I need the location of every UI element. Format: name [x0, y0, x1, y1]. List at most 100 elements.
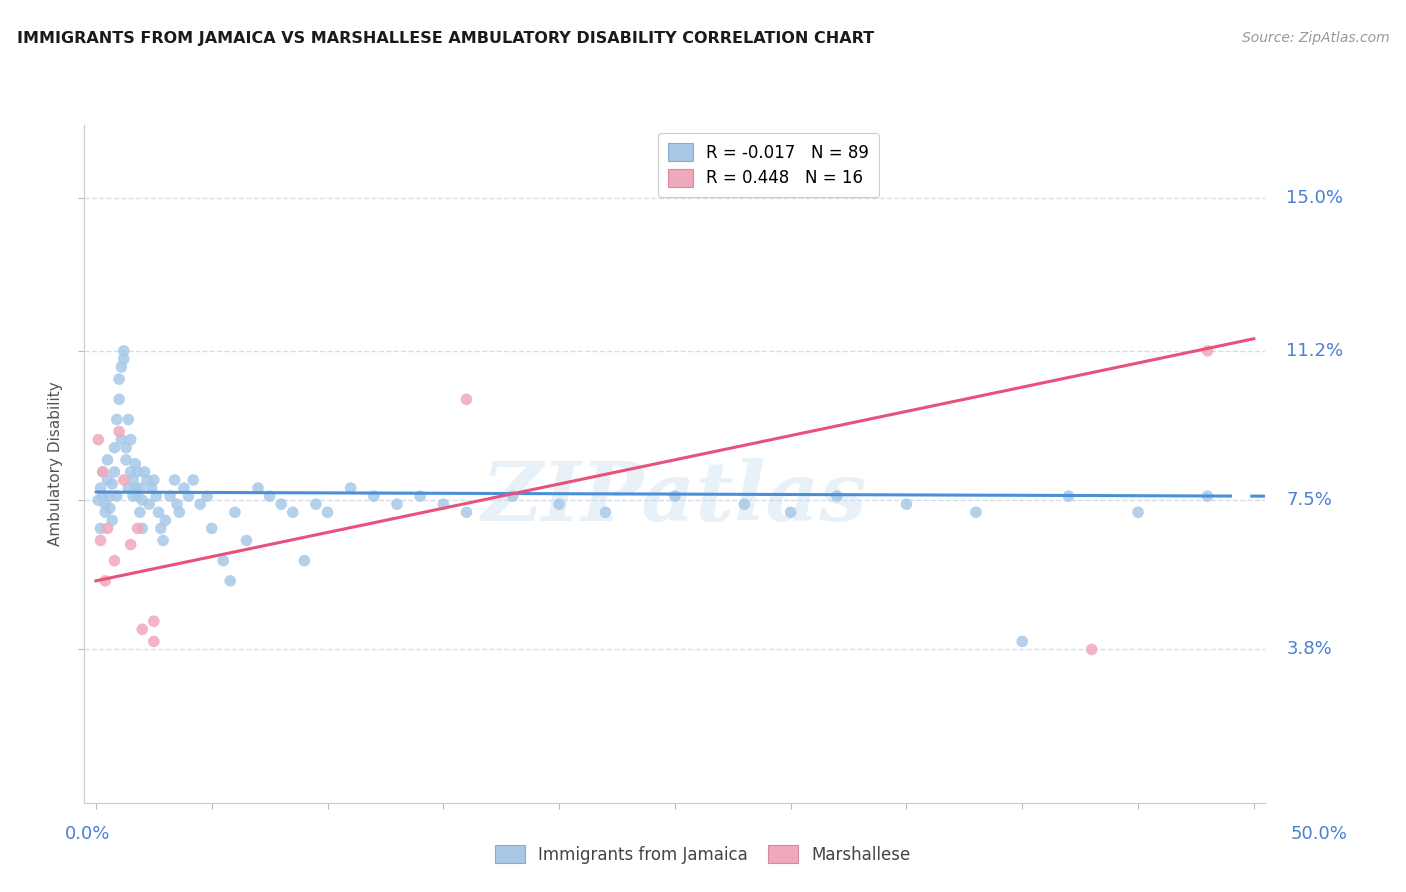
Point	[110, 433, 132, 447]
Point	[127, 521, 149, 535]
Point	[166, 497, 188, 511]
Point	[247, 481, 270, 495]
Point	[181, 473, 204, 487]
Y-axis label: Ambulatory Disability: Ambulatory Disability	[48, 382, 63, 546]
Point	[110, 359, 132, 374]
Point	[188, 497, 211, 511]
Point	[117, 481, 139, 495]
Point	[305, 497, 328, 511]
Point	[142, 634, 165, 648]
Point	[90, 521, 112, 535]
Point	[120, 465, 142, 479]
Point	[94, 505, 117, 519]
Point	[98, 489, 121, 503]
Point	[825, 489, 848, 503]
Point	[896, 497, 918, 511]
Point	[159, 489, 181, 503]
Point	[129, 481, 152, 495]
Text: 0.0%: 0.0%	[65, 825, 110, 843]
Point	[90, 533, 112, 548]
Point	[112, 473, 135, 487]
Point	[112, 343, 135, 358]
Point	[91, 465, 114, 479]
Point	[595, 505, 617, 519]
Point	[124, 481, 146, 495]
Point	[292, 554, 315, 568]
Point	[259, 489, 281, 503]
Point	[101, 513, 124, 527]
Point	[733, 497, 755, 511]
Point	[1197, 343, 1219, 358]
Point	[385, 497, 408, 511]
Legend: R = -0.017   N = 89, R = 0.448   N = 16: R = -0.017 N = 89, R = 0.448 N = 16	[658, 133, 879, 197]
Point	[127, 489, 149, 503]
Point	[155, 513, 177, 527]
Point	[105, 489, 128, 503]
Point	[94, 497, 117, 511]
Point	[96, 473, 118, 487]
Point	[1057, 489, 1080, 503]
Point	[224, 505, 246, 519]
Point	[91, 465, 114, 479]
Point	[108, 372, 131, 386]
Point	[502, 489, 524, 503]
Point	[87, 493, 110, 508]
Text: 50.0%: 50.0%	[1291, 825, 1347, 843]
Point	[363, 489, 385, 503]
Point	[131, 622, 153, 636]
Point	[94, 574, 117, 588]
Point	[169, 505, 191, 519]
Point	[120, 537, 142, 551]
Point	[1080, 642, 1102, 657]
Point	[138, 497, 160, 511]
Point	[108, 425, 131, 439]
Point	[163, 473, 186, 487]
Point	[135, 473, 157, 487]
Point	[212, 554, 235, 568]
Point	[129, 505, 152, 519]
Point	[101, 477, 124, 491]
Point	[105, 412, 128, 426]
Point	[965, 505, 987, 519]
Point	[103, 554, 125, 568]
Point	[131, 493, 153, 508]
Point	[316, 505, 339, 519]
Point	[122, 489, 145, 503]
Point	[141, 481, 163, 495]
Text: 15.0%: 15.0%	[1286, 188, 1344, 207]
Point	[149, 521, 172, 535]
Point	[142, 614, 165, 628]
Point	[456, 392, 478, 407]
Point	[120, 433, 142, 447]
Point	[115, 452, 138, 467]
Point	[201, 521, 224, 535]
Point	[90, 481, 112, 495]
Point	[122, 473, 145, 487]
Point	[124, 457, 146, 471]
Point	[103, 465, 125, 479]
Text: 7.5%: 7.5%	[1286, 491, 1333, 509]
Point	[103, 441, 125, 455]
Text: IMMIGRANTS FROM JAMAICA VS MARSHALLESE AMBULATORY DISABILITY CORRELATION CHART: IMMIGRANTS FROM JAMAICA VS MARSHALLESE A…	[17, 31, 875, 46]
Point	[117, 412, 139, 426]
Point	[142, 473, 165, 487]
Point	[1197, 489, 1219, 503]
Point	[195, 489, 218, 503]
Text: Source: ZipAtlas.com: Source: ZipAtlas.com	[1241, 31, 1389, 45]
Point	[1011, 634, 1033, 648]
Point	[270, 497, 292, 511]
Point	[91, 489, 114, 503]
Point	[148, 505, 170, 519]
Point	[409, 489, 432, 503]
Point	[219, 574, 242, 588]
Point	[177, 489, 200, 503]
Point	[1126, 505, 1149, 519]
Point	[115, 441, 138, 455]
Text: 11.2%: 11.2%	[1286, 342, 1344, 359]
Point	[134, 465, 156, 479]
Point	[108, 392, 131, 407]
Point	[456, 505, 478, 519]
Point	[548, 497, 571, 511]
Text: ZIPatlas: ZIPatlas	[482, 458, 868, 538]
Point	[664, 489, 686, 503]
